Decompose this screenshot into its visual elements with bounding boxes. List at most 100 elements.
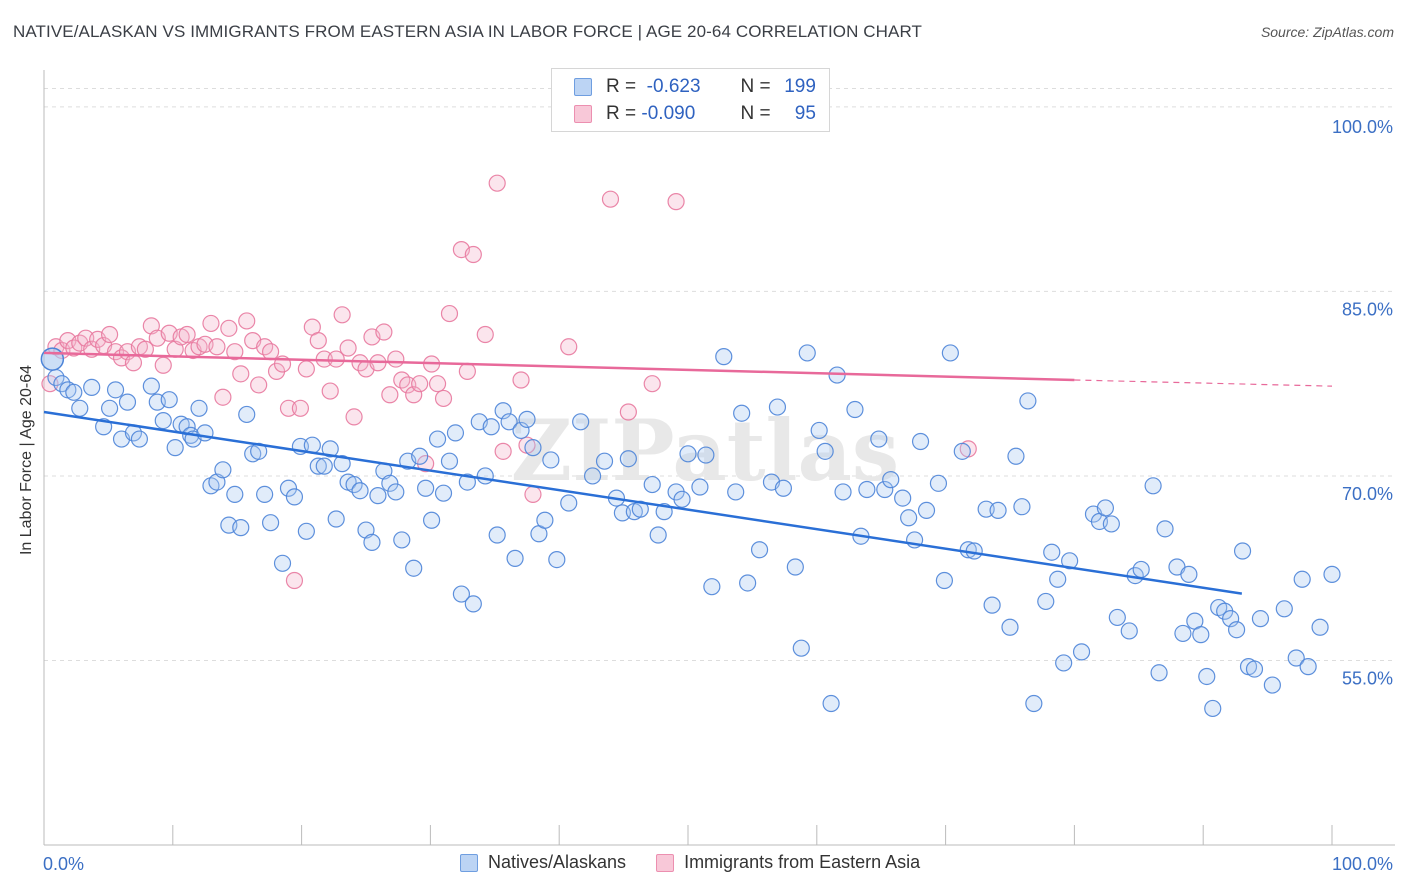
data-point <box>1043 543 1061 561</box>
data-point <box>124 354 143 372</box>
data-point <box>100 325 119 344</box>
data-point <box>166 439 184 457</box>
data-point <box>256 485 274 504</box>
legend-row-immigrants: R = -0.090 N = 95 <box>574 102 816 126</box>
data-point <box>297 360 315 378</box>
chart-title: NATIVE/ALASKAN VS IMMIGRANTS FROM EASTER… <box>13 22 923 41</box>
data-point <box>536 511 554 529</box>
data-point <box>1311 618 1329 636</box>
data-point <box>560 338 578 356</box>
legend-n-value: 95 <box>794 103 816 124</box>
data-point <box>953 442 971 460</box>
data-point <box>643 475 661 494</box>
data-point <box>494 442 512 460</box>
legend-label-immigrants: Immigrants from Eastern Asia <box>684 852 921 872</box>
data-point <box>285 571 304 590</box>
data-point <box>309 457 327 475</box>
data-point <box>1150 664 1168 682</box>
data-point <box>1013 498 1031 516</box>
data-point <box>1233 542 1252 560</box>
legend-r-value: -0.090 <box>641 103 696 124</box>
data-point <box>810 421 828 440</box>
data-point <box>327 350 345 368</box>
data-point <box>1222 610 1240 628</box>
data-point <box>649 526 667 544</box>
data-point <box>387 483 405 501</box>
data-point <box>279 399 298 417</box>
data-point <box>786 558 804 576</box>
data-point <box>488 174 506 192</box>
data-point <box>381 386 399 404</box>
data-point <box>363 533 381 551</box>
data-point <box>1025 694 1043 713</box>
data-point <box>846 400 864 419</box>
data-point <box>83 378 101 396</box>
data-point <box>440 304 459 323</box>
data-point <box>1019 392 1037 410</box>
data-point <box>387 350 405 368</box>
data-point <box>1156 520 1174 538</box>
data-point <box>208 338 226 356</box>
data-point <box>834 483 852 501</box>
data-point <box>238 405 256 424</box>
data-point <box>452 585 471 603</box>
data-point <box>273 554 292 572</box>
data-point <box>464 245 482 264</box>
data-point <box>226 485 244 504</box>
data-point <box>261 343 280 361</box>
data-point <box>858 480 876 499</box>
data-point <box>1299 658 1317 676</box>
data-point <box>214 388 232 406</box>
data-point <box>321 440 339 458</box>
data-point <box>190 399 208 417</box>
data-point <box>136 340 154 358</box>
data-point <box>71 399 89 417</box>
source-label: Source: ZipAtlas.com <box>1260 24 1394 40</box>
legend-label-natives: Natives/Alaskans <box>488 852 627 872</box>
data-point <box>1072 643 1091 661</box>
data-point <box>989 501 1007 519</box>
data-point <box>1132 560 1150 579</box>
data-point <box>1287 649 1305 667</box>
data-point <box>595 452 614 470</box>
data-point <box>900 509 918 527</box>
data-point <box>500 413 518 431</box>
data-point <box>232 365 250 383</box>
data-point <box>1096 499 1115 517</box>
data-point <box>583 467 602 485</box>
data-point <box>1251 610 1270 628</box>
legend-n-label: N = <box>740 103 771 124</box>
data-point <box>321 382 339 400</box>
legend-item-immigrants: Immigrants from Eastern Asia <box>656 852 920 873</box>
data-point <box>375 323 393 341</box>
legend-r-label: R = <box>606 103 637 124</box>
data-point <box>446 424 465 442</box>
data-point <box>220 319 238 337</box>
data-point <box>393 531 411 549</box>
data-point <box>285 488 304 506</box>
data-point <box>178 325 196 344</box>
legend-swatch-blue <box>574 78 592 96</box>
data-point <box>935 571 954 590</box>
data-point <box>679 445 697 463</box>
series-legend: Natives/Alaskans Immigrants from Eastern… <box>460 852 950 873</box>
data-point <box>542 451 560 469</box>
data-point <box>118 393 137 411</box>
data-point <box>512 421 530 440</box>
immigrants-trend-line <box>43 351 1075 382</box>
data-point <box>1055 654 1073 672</box>
x-tick-label-min: 0.0% <box>43 854 84 874</box>
data-point <box>619 403 637 421</box>
data-point <box>929 474 948 492</box>
data-point <box>1192 626 1210 644</box>
data-point <box>1049 570 1067 588</box>
data-point <box>476 325 494 344</box>
legend-swatch-pink <box>574 105 592 123</box>
data-point <box>1108 608 1126 627</box>
trend-lines <box>43 351 1333 595</box>
data-point <box>1198 667 1216 686</box>
data-point <box>667 193 685 211</box>
data-point <box>619 450 637 468</box>
data-point <box>411 447 429 465</box>
data-point <box>768 398 787 416</box>
